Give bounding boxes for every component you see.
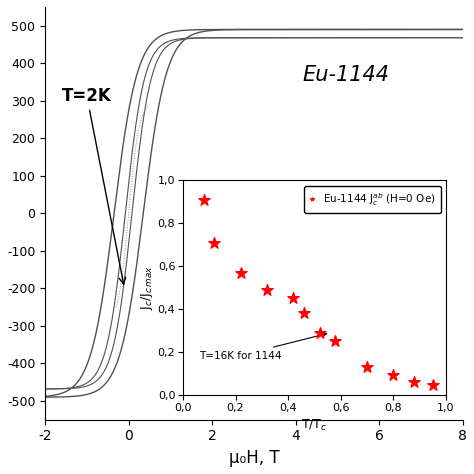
Text: T=2K: T=2K <box>62 87 126 284</box>
Text: Eu-1144: Eu-1144 <box>302 65 389 85</box>
X-axis label: μ₀H, T: μ₀H, T <box>228 449 279 467</box>
